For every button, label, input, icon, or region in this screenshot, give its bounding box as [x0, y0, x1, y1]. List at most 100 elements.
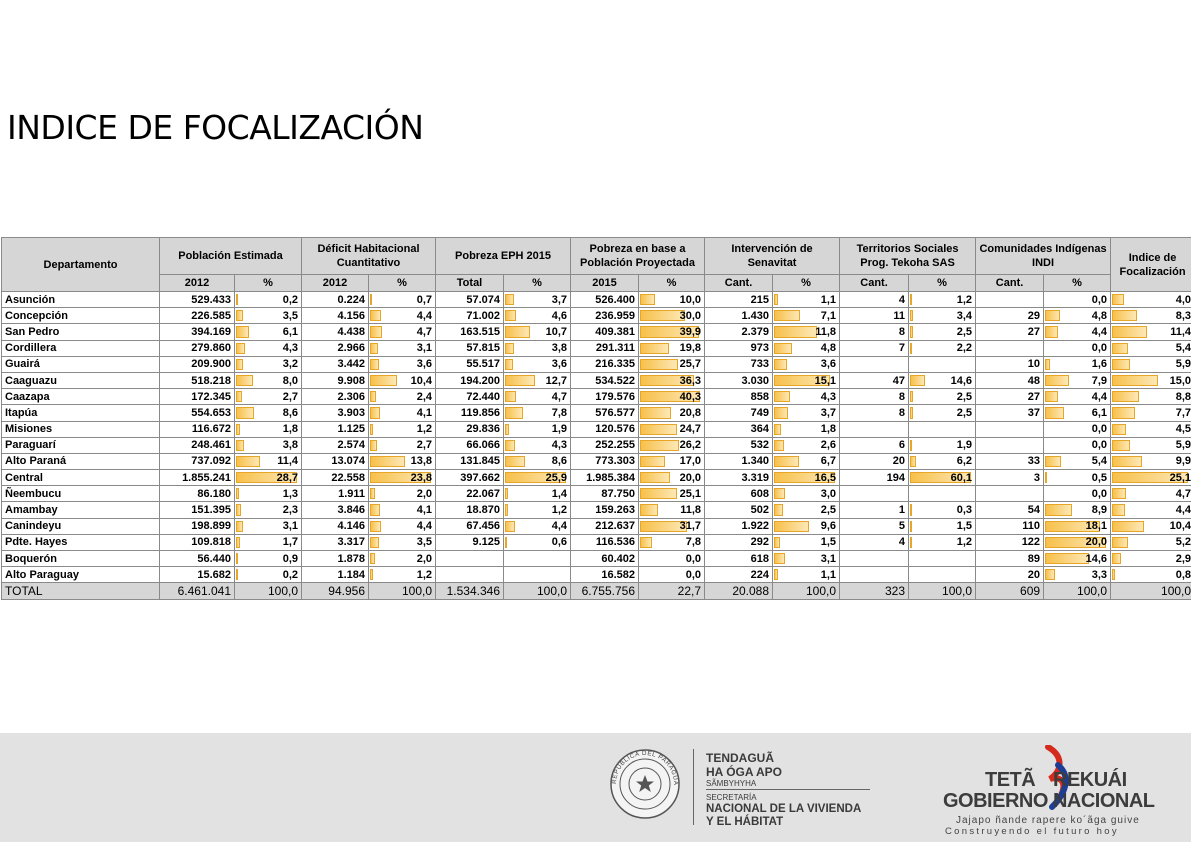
cell-percent: 3,8 — [503, 339, 572, 357]
cell-percent-value: 100,0 — [1161, 583, 1191, 598]
cell-percent: 4,6 — [503, 307, 572, 325]
cell-percent-value: 4,7 — [551, 390, 568, 403]
data-bar — [370, 504, 381, 516]
cell-percent-value: 3,6 — [416, 358, 433, 371]
cell-value: 11 — [839, 307, 910, 325]
cell-value: 1.922 — [704, 517, 774, 535]
cell-percent: 25,7 — [638, 355, 706, 373]
cell-percent-value: 2,9 — [1175, 552, 1191, 565]
cell-percent: 0,8 — [1110, 566, 1191, 584]
cell-percent: 7,9 — [1043, 371, 1112, 390]
cell-percent: 1,4 — [503, 485, 572, 503]
data-bar — [640, 342, 670, 354]
data-bar — [505, 423, 510, 435]
cell-percent: 23,8 — [367, 469, 437, 487]
data-bar — [774, 326, 818, 338]
cell-value: 1.125 — [301, 420, 369, 438]
footer-line-3: SÃMBYHYHA — [706, 779, 757, 788]
cell-value: 3.030 — [704, 371, 774, 390]
cell-departamento: Concepción — [1, 307, 160, 325]
cell-percent-value: 3,5 — [282, 309, 298, 322]
cell-percent-value: 12,7 — [545, 374, 568, 387]
cell-percent-value: 3,1 — [282, 520, 298, 533]
cell-value: 224 — [704, 566, 774, 584]
data-bar — [640, 455, 666, 468]
table-row: Canindeyu 198.899 3,1 4.146 4,4 67.456 4,4 212.… — [1, 517, 1191, 535]
cell-percent: 0,5 — [1043, 469, 1112, 487]
cell-percent: 4,4 — [367, 517, 437, 535]
cell-percent-value: 0,3 — [956, 504, 973, 517]
data-bar — [774, 423, 781, 435]
cell-percent: 2,9 — [1110, 549, 1191, 568]
data-bar — [505, 326, 531, 338]
header-indice: Indice de Focalización — [1110, 237, 1191, 292]
data-bar — [236, 520, 243, 532]
cell-percent-value: 6,2 — [956, 455, 973, 468]
data-bar — [640, 294, 655, 306]
cell-value: 608 — [704, 485, 774, 503]
data-bar — [1112, 455, 1143, 468]
cell-value: 6.461.041 — [159, 582, 235, 600]
cell-percent-value: 5,2 — [1175, 536, 1191, 549]
cell-percent-value: 0,5 — [1091, 471, 1108, 484]
cell-percent-value: 31,7 — [679, 520, 702, 533]
cell-percent-value: 22,7 — [677, 583, 702, 598]
cell-departamento: Amambay — [1, 501, 160, 519]
cell-value: 57.815 — [435, 339, 505, 357]
cell-percent-value: 1,4 — [551, 487, 568, 500]
footer-line-5: NACIONAL DE LA VIVIENDA — [706, 803, 862, 815]
cell-percent-value: 3,1 — [820, 552, 837, 565]
cell-value: 518.218 — [159, 371, 235, 390]
cell-percent: 4,3 — [503, 436, 572, 454]
cell-departamento: Ñeembucu — [1, 485, 160, 503]
cell-percent: 100,0 — [1110, 582, 1191, 600]
cell-value: 6.755.756 — [570, 582, 640, 600]
cell-departamento: Caaguazu — [1, 371, 160, 390]
cell-percent: 3,6 — [503, 355, 572, 373]
cell-percent: 6,2 — [908, 452, 977, 471]
cell-value: 3.319 — [704, 469, 774, 487]
cell-percent-value: 1,2 — [956, 536, 973, 549]
cell-percent-value: 2,5 — [820, 504, 837, 517]
cell-percent-value: 1,2 — [551, 504, 568, 517]
subheader-12: Cant. — [975, 274, 1045, 292]
cell-percent-value: 8,8 — [1175, 390, 1191, 403]
data-bar — [774, 439, 784, 451]
subheader-6: 2015 — [570, 274, 640, 292]
data-bar — [370, 374, 397, 387]
subheader-0: 2012 — [159, 274, 235, 292]
cell-percent-value: 4,1 — [416, 504, 433, 517]
table-row: Paraguarí 248.461 3,8 2.574 2,7 66.066 4,3 252.… — [1, 436, 1191, 454]
data-bar — [236, 358, 243, 370]
cell-percent-value: 4,4 — [1091, 390, 1108, 403]
cell-percent: 20,8 — [638, 404, 706, 422]
cell-percent-value: 5,4 — [1175, 342, 1191, 355]
cell-percent — [908, 420, 977, 438]
cell-percent-value: 24,7 — [679, 423, 702, 436]
cell-value: 9.908 — [301, 371, 369, 390]
cell-percent-value: 5,9 — [1175, 358, 1191, 371]
cell-value: 216.335 — [570, 355, 640, 373]
cell-percent-value: 3,2 — [282, 358, 298, 371]
cell-value — [975, 485, 1045, 503]
data-bar — [505, 504, 508, 516]
cell-percent-value: 0,0 — [1091, 487, 1108, 500]
footer-line-6: Y EL HÁBITAT — [706, 816, 784, 828]
subheader-5: % — [503, 274, 572, 292]
cell-value: 3.317 — [301, 533, 369, 552]
header-territorios: Territorios Sociales Prog. Tekoha SAS — [839, 237, 977, 275]
data-bar — [1112, 374, 1158, 387]
data-bar — [774, 536, 780, 548]
cell-percent-value: 1,5 — [820, 536, 837, 549]
data-bar — [505, 520, 516, 532]
total-row: TOTAL 6.461.041 100,0 94.956 100,0 1.534.346 1… — [1, 582, 1191, 600]
cell-value: 2.574 — [301, 436, 369, 454]
cell-value — [839, 355, 910, 373]
cell-percent: 39,9 — [638, 323, 706, 341]
cell-value: 394.169 — [159, 323, 235, 341]
cell-value: 532 — [704, 436, 774, 454]
cell-value: 15.682 — [159, 566, 235, 584]
cell-value: 27 — [975, 388, 1045, 406]
cell-percent: 3,3 — [1043, 566, 1112, 584]
cell-value: 27 — [975, 323, 1045, 341]
